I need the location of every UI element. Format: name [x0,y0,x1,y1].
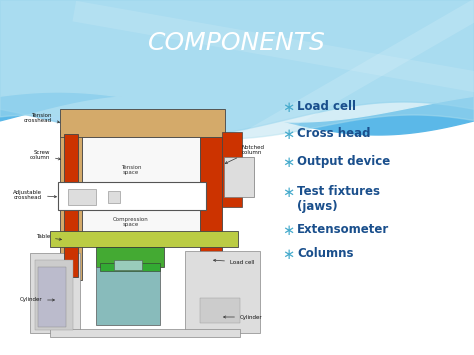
Bar [96,267,160,325]
Bar [0,145,474,355]
Bar [200,298,240,323]
Bar [64,134,78,277]
Text: Cylinder: Cylinder [224,315,263,320]
Bar [100,263,160,271]
Text: ∗: ∗ [282,127,294,142]
Bar [50,329,240,337]
Text: Notched
column: Notched column [225,144,265,164]
Polygon shape [0,0,474,139]
Text: Cross head: Cross head [297,127,371,140]
Text: Screw
column: Screw column [29,149,61,160]
Bar [200,137,222,280]
Text: COMPONENTS: COMPONENTS [148,31,326,55]
Bar [82,137,200,200]
Bar [96,247,164,267]
Bar [60,130,82,280]
Text: Load cell: Load cell [214,259,255,264]
Text: ∗: ∗ [282,247,294,262]
Bar [35,260,73,330]
Text: Output device: Output device [297,155,390,168]
Text: Adjustable
crosshead: Adjustable crosshead [13,190,56,201]
Text: Extensometer: Extensometer [297,223,389,236]
Polygon shape [0,0,474,138]
Bar [60,109,225,137]
Text: Table: Table [36,235,62,240]
Text: Load cell: Load cell [297,100,356,113]
Bar [82,210,200,237]
Text: Tension
crosshead: Tension crosshead [24,113,60,124]
Text: Columns: Columns [297,247,354,260]
Bar [50,231,238,247]
Bar [58,182,206,210]
Text: Test fixtures
(jaws): Test fixtures (jaws) [297,185,380,213]
Bar [38,267,66,327]
Text: ∗: ∗ [282,100,294,115]
Bar [114,260,142,270]
Bar [30,253,80,333]
Bar [224,157,254,197]
Bar [185,251,260,333]
Bar [108,191,120,203]
Text: Compression
space: Compression space [113,217,149,228]
Polygon shape [0,0,474,122]
Text: ∗: ∗ [282,185,294,200]
Text: ∗: ∗ [282,223,294,238]
Text: Tension
space: Tension space [121,165,141,175]
Text: Cylinder: Cylinder [19,297,55,302]
Text: ∗: ∗ [282,155,294,170]
Bar [222,132,242,207]
Bar [68,189,96,205]
Polygon shape [0,0,474,135]
Bar [0,0,474,95]
